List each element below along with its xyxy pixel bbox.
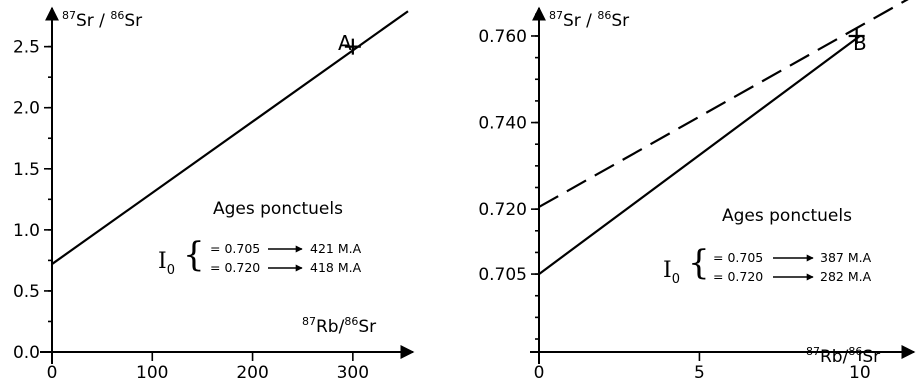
- right-point-label: B: [853, 31, 867, 55]
- right-annotation: Ages ponctuels I0 { = 0.705 387 M.A = 0.…: [663, 206, 872, 287]
- left-row2-value: = 0.720: [210, 260, 260, 275]
- left-annotation: Ages ponctuels I0 { = 0.705 421 M.A = 0.…: [158, 199, 362, 278]
- left-brace: {: [183, 235, 205, 275]
- x-tick-label: 5: [694, 363, 705, 381]
- right-brace: {: [688, 243, 710, 283]
- left-y-axis-label: 87Sr / 86Sr: [62, 9, 142, 31]
- left-row1-value: = 0.705: [210, 241, 260, 256]
- x-tick-label: 300: [337, 363, 369, 381]
- left-annotation-title: Ages ponctuels: [213, 199, 343, 219]
- right-io-symbol: I0: [663, 258, 680, 287]
- y-tick-label: 1.5: [13, 160, 40, 180]
- left-x-axis-label: 87Rb/86Sr: [302, 315, 376, 337]
- y-tick-label: 2.5: [13, 38, 40, 58]
- left-point-marker: [344, 38, 361, 55]
- right-y-axis-label: 87Sr / 86Sr: [549, 9, 629, 31]
- right-row2-result: 282 M.A: [820, 269, 872, 284]
- right-annotation-title: Ages ponctuels: [722, 206, 852, 226]
- y-tick-label: 1.0: [13, 221, 40, 241]
- right-series-dashed: [538, 0, 909, 208]
- left-series-line: [51, 10, 409, 265]
- x-tick-label: 100: [136, 363, 168, 381]
- left-row1-result: 421 M.A: [310, 241, 362, 256]
- y-tick-label: 0.760: [478, 27, 527, 47]
- y-tick-label: 0.720: [478, 200, 527, 220]
- right-row1-result: 387 M.A: [820, 250, 872, 265]
- right-x-axis-label: 87Rb/86Sr: [806, 345, 880, 367]
- y-tick-label: 0.0: [13, 343, 40, 363]
- right-ticks-group: [531, 13, 861, 361]
- left-point-label: A: [338, 31, 352, 55]
- right-series-solid: [538, 35, 861, 275]
- left-ticks-group: [44, 15, 354, 361]
- left-row2-result: 418 M.A: [310, 260, 362, 275]
- right-point-marker: [848, 27, 865, 44]
- y-tick-label: 2.0: [13, 99, 40, 119]
- y-tick-label: 0.740: [478, 114, 527, 134]
- x-tick-label: 0: [47, 363, 58, 381]
- right-row1-value: = 0.705: [713, 250, 763, 265]
- x-tick-label: 200: [236, 363, 268, 381]
- y-tick-label: 0.705: [478, 265, 527, 285]
- right-tick-labels-group: 0.705 0.720 0.740 0.760 0 5 10: [478, 27, 870, 381]
- chart-left: 0.0 0.5 1.0 1.5 2.0 2.5 0 100 200 300 A 87Sr / 86…: [13, 6, 415, 381]
- x-tick-label: 10: [849, 363, 871, 381]
- y-tick-label: 0.5: [13, 282, 40, 302]
- chart-right: 0.705 0.720 0.740 0.760 0 5 10 B 87Sr / 86Sr 8…: [478, 0, 916, 381]
- left-io-symbol: I0: [158, 249, 175, 278]
- right-row2-value: = 0.720: [713, 269, 763, 284]
- x-tick-label: 0: [534, 363, 545, 381]
- left-tick-labels-group: 0.0 0.5 1.0 1.5 2.0 2.5 0 100 200 300: [13, 38, 369, 381]
